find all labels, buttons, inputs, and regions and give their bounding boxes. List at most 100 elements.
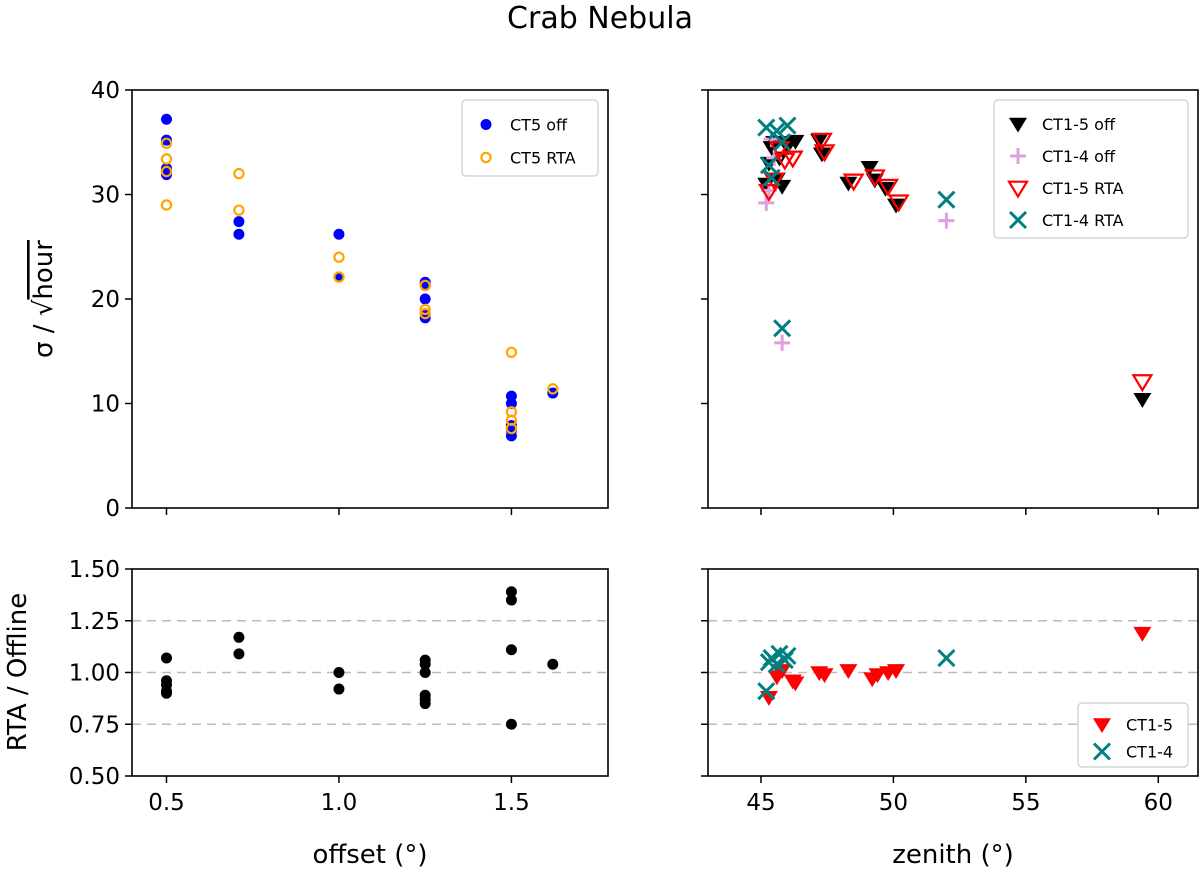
x-tick-label: 50 [879, 790, 908, 816]
data-point-ratio [419, 667, 431, 678]
data-point-ratio [547, 658, 559, 670]
legend-label-ct5-off: CT5 off [510, 116, 568, 135]
data-point-ct1-5-rta [757, 183, 780, 203]
data-point-ct5-rta [160, 153, 173, 165]
panel-top-right-marks [757, 116, 1154, 408]
legend-marker-ct1-5-rta [1007, 180, 1029, 199]
data-point-ct5-rta [160, 165, 173, 178]
panel-top-left-marks [160, 113, 559, 442]
data-point-ct1-4-off [938, 212, 955, 229]
data-point-ct1-5-rta [842, 173, 865, 192]
data-point-ct5-off [160, 134, 172, 146]
data-point-ratio [505, 586, 517, 598]
legend-label-ct5-rta: CT5 RTA [510, 149, 576, 168]
data-point-ct1-4 [757, 682, 776, 701]
y-tick-label: 1.00 [69, 661, 120, 687]
data-point-ct1-5-off [839, 176, 858, 192]
data-point-ratio [233, 631, 245, 643]
x-tick-label: 1.0 [321, 790, 358, 816]
panel-top-right-legend: CT1-5 off CT1-4 off CT1-5 RTA CT1-4 RTA [993, 99, 1189, 239]
data-point-ct5-off [233, 216, 245, 228]
data-point-ct1-5-rta [863, 169, 886, 188]
data-point-ratio [505, 718, 517, 730]
panel-bottom-left-ticks: 0.5 1.0 1.5 0.50 0.75 1.00 1.25 1.50 [69, 557, 530, 816]
panel-bottom-right: 45 50 55 60 CT1-5 CT1-4 zenith (°) [701, 568, 1199, 870]
data-point-ct1-4-rta [773, 133, 792, 152]
data-point-ct5-rta [233, 204, 245, 216]
data-point-ct5-rta [419, 307, 431, 320]
data-point-ct5-rta [333, 271, 345, 283]
data-point-ct1-5-rta [810, 132, 833, 151]
y-tick-label: 30 [91, 183, 120, 209]
data-point-ct1-5 [815, 668, 834, 684]
data-point-ct1-5 [1133, 626, 1152, 642]
bottom-left-xlabel: offset (°) [312, 840, 427, 870]
data-point-ct1-5-off [786, 134, 805, 150]
panel-bottom-left-marks [132, 586, 608, 730]
data-point-ratio [233, 648, 245, 660]
legend-marker-ct1-4-off [1010, 148, 1026, 164]
panel-top-right-ticks [701, 89, 1160, 515]
data-point-ct1-5-off [860, 161, 879, 176]
data-point-ct5-rta [233, 167, 245, 180]
panel-bottom-right-ticks: 45 50 55 60 [701, 568, 1173, 816]
data-point-ct1-4 [937, 648, 956, 668]
data-point-ct1-5-rta [1131, 374, 1154, 393]
data-point-ct5-rta [547, 383, 559, 395]
legend-label-ct1-4-rta: CT1-4 RTA [1042, 211, 1124, 230]
data-point-ratio [419, 658, 431, 670]
data-point-ratio [505, 594, 517, 606]
legend-marker-ct5-off [480, 119, 492, 130]
data-point-ct5-rta [505, 422, 518, 435]
y-tick-label: 1.25 [69, 609, 120, 635]
data-point-ratio [505, 644, 517, 656]
data-point-ratio [333, 667, 345, 678]
data-point-ct5-off [233, 228, 245, 240]
data-point-ct1-5-off [1133, 393, 1152, 408]
panel-bottom-left-frame [131, 568, 609, 777]
data-point-ct1-4 [778, 646, 797, 666]
x-tick-label: 60 [1144, 790, 1173, 816]
x-tick-label: 0.5 [148, 790, 185, 816]
data-point-ct5-rta [160, 137, 173, 149]
data-point-ct1-4-rta [937, 190, 956, 209]
x-tick-label: 55 [1011, 790, 1040, 816]
data-point-ct1-5 [868, 668, 887, 684]
data-point-ratio [419, 698, 431, 710]
ylabel-radicand: hour [29, 240, 59, 300]
y-tick-label: 0.75 [69, 712, 120, 738]
ylabel-radical-sign: √ [29, 299, 59, 316]
legend-frame [993, 99, 1189, 239]
legend-marker-ct1-4 [1092, 742, 1112, 761]
data-point-ct1-4-rta [773, 319, 792, 338]
data-point-ct5-rta [419, 279, 431, 292]
data-point-ct1-5 [786, 676, 805, 692]
panel-bottom-right-legend: CT1-5 CT1-4 [1077, 702, 1189, 768]
data-point-ct5-off [419, 293, 431, 305]
legend-frame [461, 99, 599, 177]
data-point-ct1-5-rta [877, 178, 900, 197]
y-tick-label: 0.50 [69, 764, 120, 790]
panel-bottom-left: 0.5 1.0 1.5 0.50 0.75 1.00 1.25 1.50 RTA / Offl… [3, 557, 609, 870]
legend-label-ct1-4: CT1-4 [1126, 743, 1173, 762]
panel-top-left: 0 10 20 30 40 CT5 off CT5 RTA σ / √hour [29, 78, 609, 522]
legend-marker-ct1-5 [1093, 718, 1111, 734]
top-left-ylabel: σ / √hour [29, 240, 59, 358]
data-point-ct1-4-rta [778, 116, 797, 135]
bottom-left-ylabel: RTA / Offline [3, 593, 33, 751]
data-point-ct1-5 [887, 664, 906, 679]
legend-label-ct1-4-off: CT1-4 off [1042, 147, 1116, 166]
y-tick-label: 10 [91, 392, 120, 418]
ylabel-sigma-prefix: σ / [29, 316, 59, 358]
legend-label-ct1-5-rta: CT1-5 RTA [1042, 179, 1124, 198]
x-tick-label: 1.5 [493, 790, 530, 816]
legend-marker-ct1-4-rta [1008, 210, 1028, 230]
data-point-ct5-off [160, 169, 172, 181]
panel-top-left-legend: CT5 off CT5 RTA [461, 99, 599, 177]
panel-top-left-ticks: 0 10 20 30 40 [91, 78, 513, 522]
data-point-ratio [333, 683, 345, 695]
legend-label-ct1-5-off: CT1-5 off [1042, 115, 1116, 134]
bottom-right-xlabel: zenith (°) [892, 840, 1014, 870]
data-point-ct5-off [505, 398, 517, 409]
